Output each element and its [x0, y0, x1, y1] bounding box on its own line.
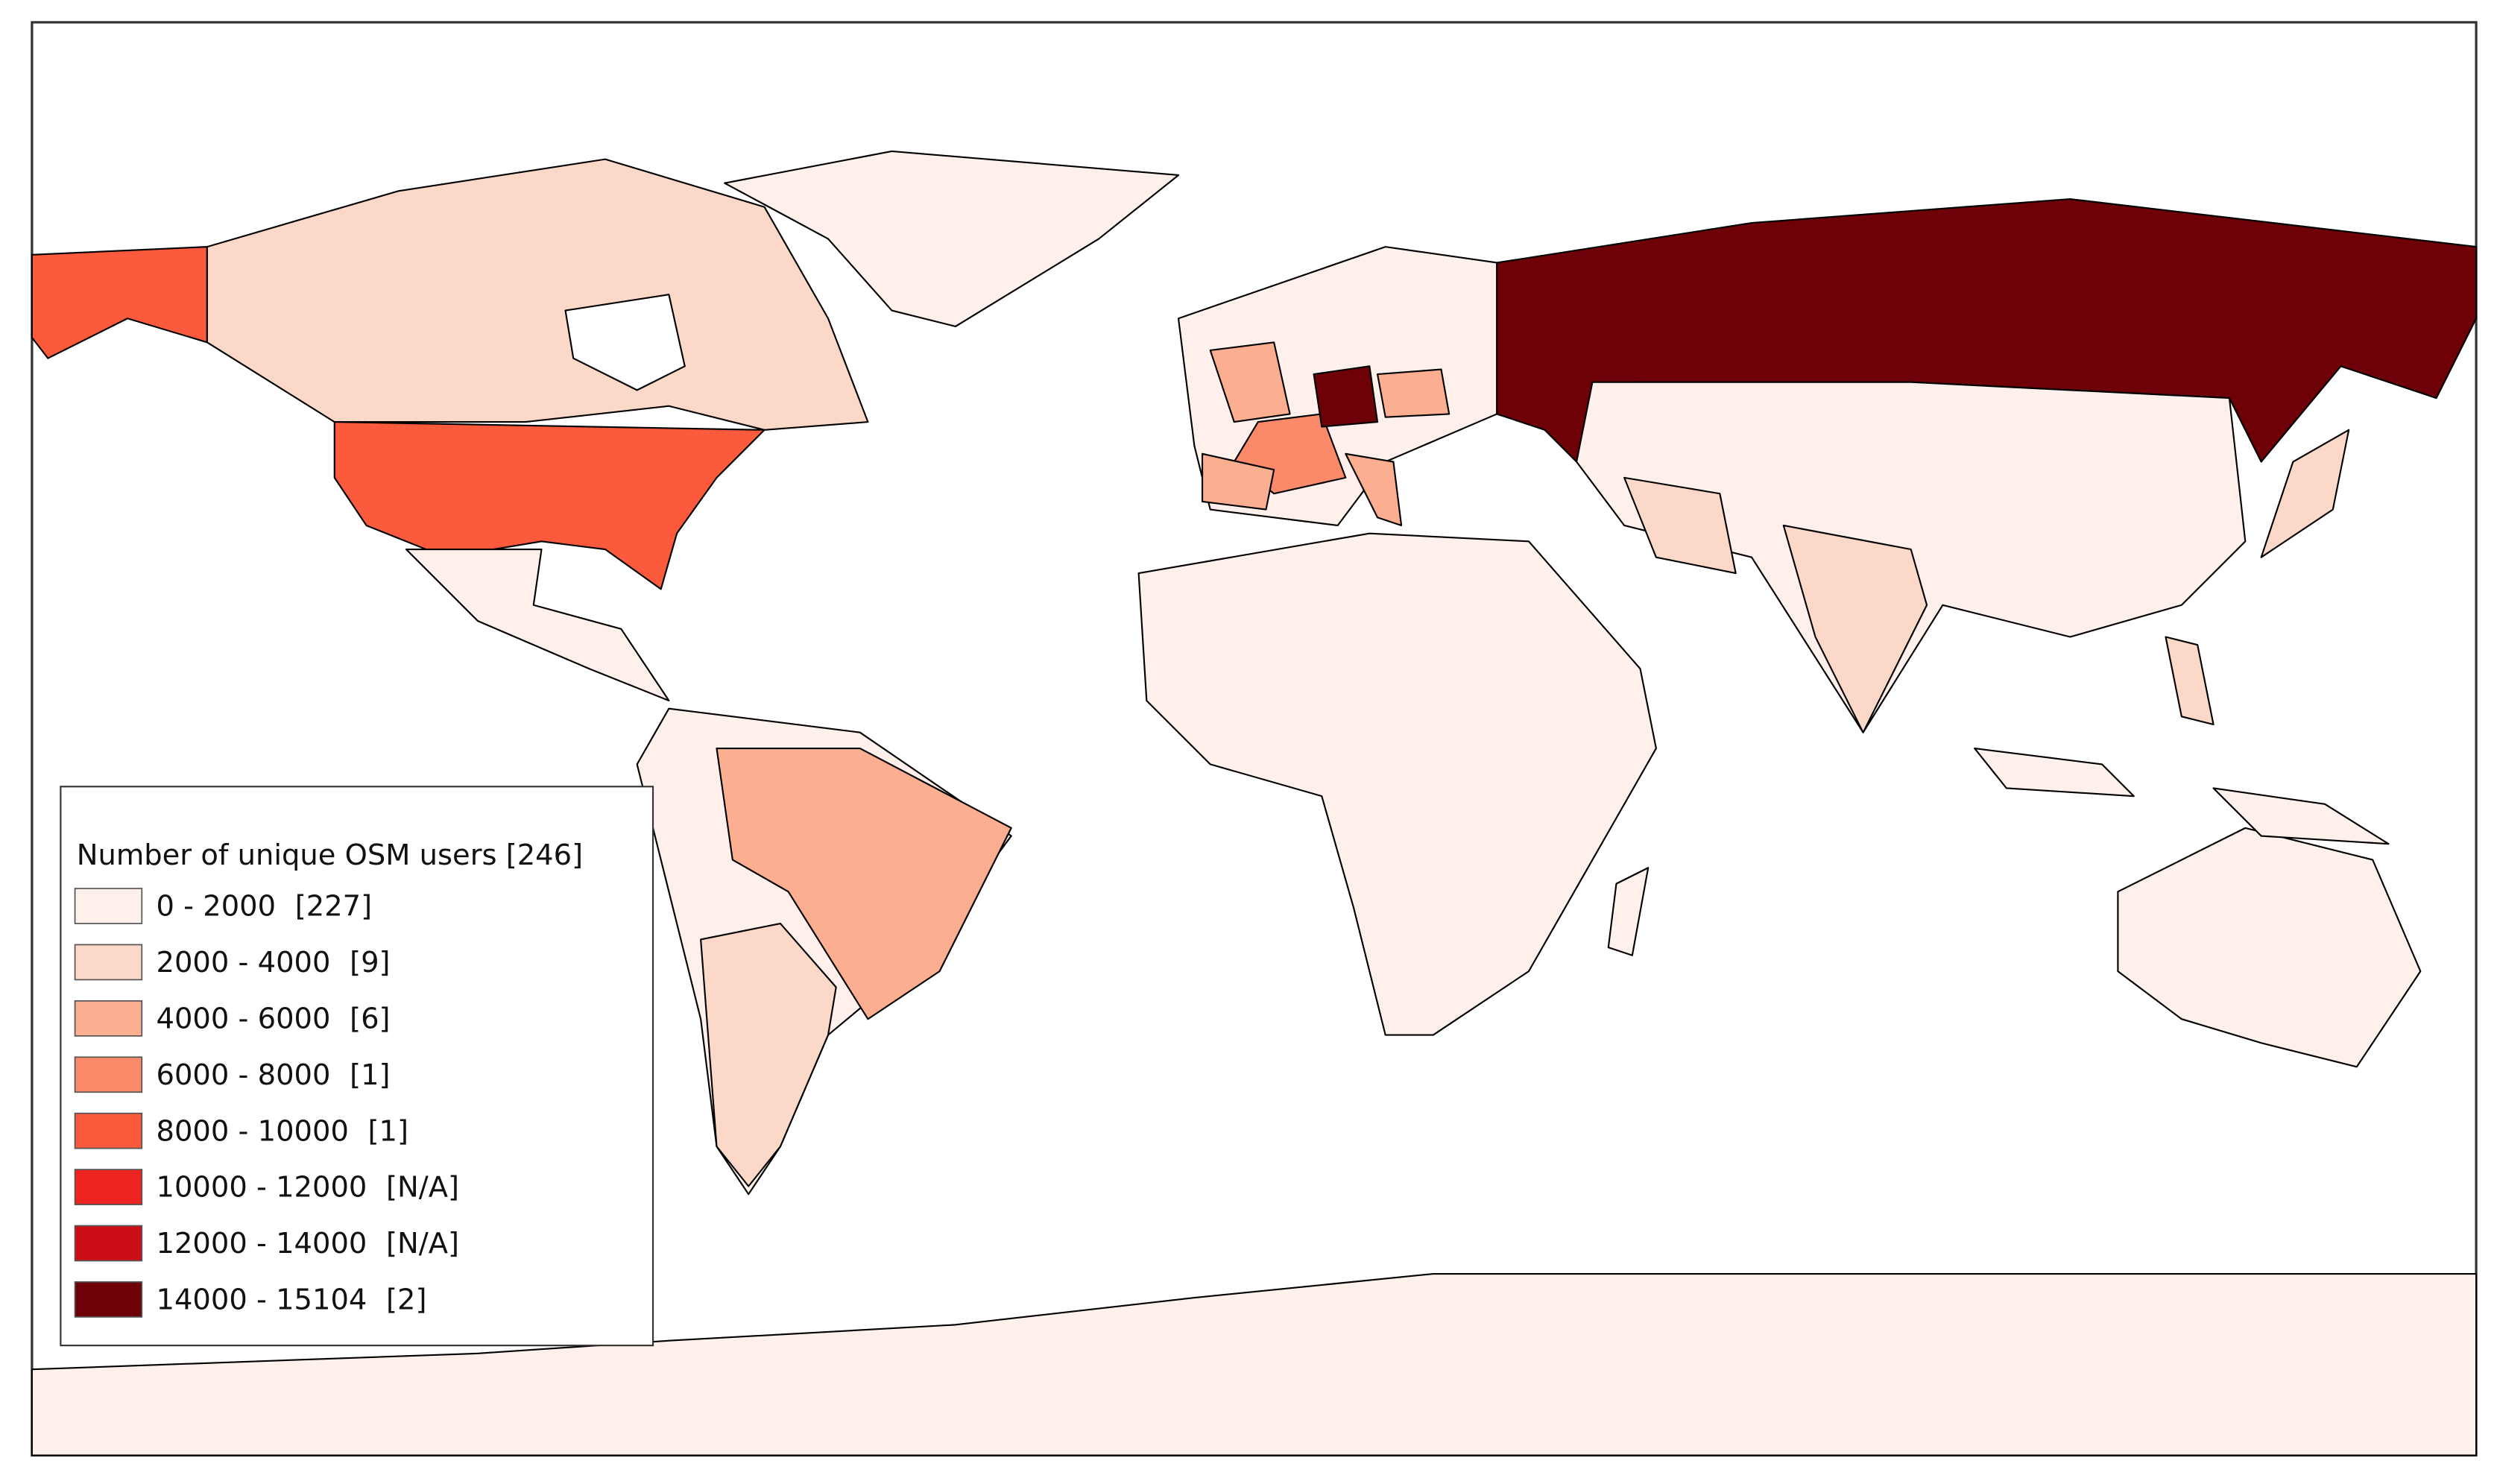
legend-swatch [74, 1000, 143, 1037]
legend-label: 8000 - 10000 [1] [157, 1114, 408, 1148]
countries [31, 150, 2478, 1456]
legend-title: Number of unique OSM users [246] [77, 839, 583, 872]
country [1376, 368, 1450, 418]
legend-count: [N/A] [386, 1170, 459, 1204]
country [1137, 532, 1657, 1036]
legend-range: 6000 - 8000 [157, 1058, 331, 1091]
legend-count: [1] [368, 1114, 408, 1148]
legend-label: 2000 - 4000 [9] [157, 946, 391, 979]
country [1313, 365, 1379, 428]
country [1209, 341, 1291, 423]
legend-count: [9] [350, 946, 390, 979]
legend-swatch [74, 1169, 143, 1205]
country [1782, 524, 1928, 733]
legend-range: 4000 - 6000 [157, 1002, 331, 1035]
legend-range: 8000 - 10000 [157, 1114, 349, 1148]
legend-count: [227] [295, 889, 372, 923]
legend-swatch [74, 888, 143, 924]
country [1496, 198, 2478, 463]
legend-swatch [74, 944, 143, 981]
legend-label: 4000 - 6000 [6] [157, 1002, 391, 1035]
legend-range: 10000 - 12000 [157, 1170, 367, 1204]
legend-box [60, 786, 654, 1347]
legend: 0 - 2000 [227] 2000 - 4000 [9] 4000 - 6000 [6… [74, 888, 459, 1318]
country [1201, 452, 1275, 511]
legend-swatch [74, 1056, 143, 1093]
country [1623, 476, 1737, 575]
country [2117, 827, 2422, 1068]
legend-swatch [74, 1112, 143, 1149]
legend-range: 0 - 2000 [157, 889, 277, 923]
country [2165, 636, 2215, 726]
legend-label: 6000 - 8000 [1] [157, 1058, 391, 1091]
country [1607, 867, 1650, 956]
country [700, 922, 837, 1187]
legend-label: 12000 - 14000 [N/A] [157, 1227, 459, 1260]
country [1345, 452, 1403, 527]
legend-swatch [74, 1225, 143, 1262]
country [31, 1272, 2478, 1456]
legend-range: 14000 - 15104 [157, 1283, 367, 1316]
country [716, 747, 1012, 1020]
country [2212, 787, 2390, 845]
legend-label: 14000 - 15104 [2] [157, 1283, 427, 1316]
legend-label: 0 - 2000 [227] [157, 889, 373, 923]
country [724, 150, 1180, 328]
legend-count: [1] [350, 1058, 390, 1091]
country [2260, 429, 2350, 558]
legend-count: [2] [386, 1283, 426, 1316]
legend-range: 2000 - 4000 [157, 946, 331, 979]
country [1974, 747, 2135, 798]
water [564, 294, 686, 391]
country [206, 158, 869, 431]
country [333, 421, 765, 590]
legend-swatch [74, 1281, 143, 1318]
legend-label: 10000 - 12000 [N/A] [157, 1170, 459, 1204]
legend-count: [6] [350, 1002, 390, 1035]
country [405, 548, 670, 702]
legend-count: [N/A] [386, 1227, 459, 1260]
legend-range: 12000 - 14000 [157, 1227, 367, 1260]
